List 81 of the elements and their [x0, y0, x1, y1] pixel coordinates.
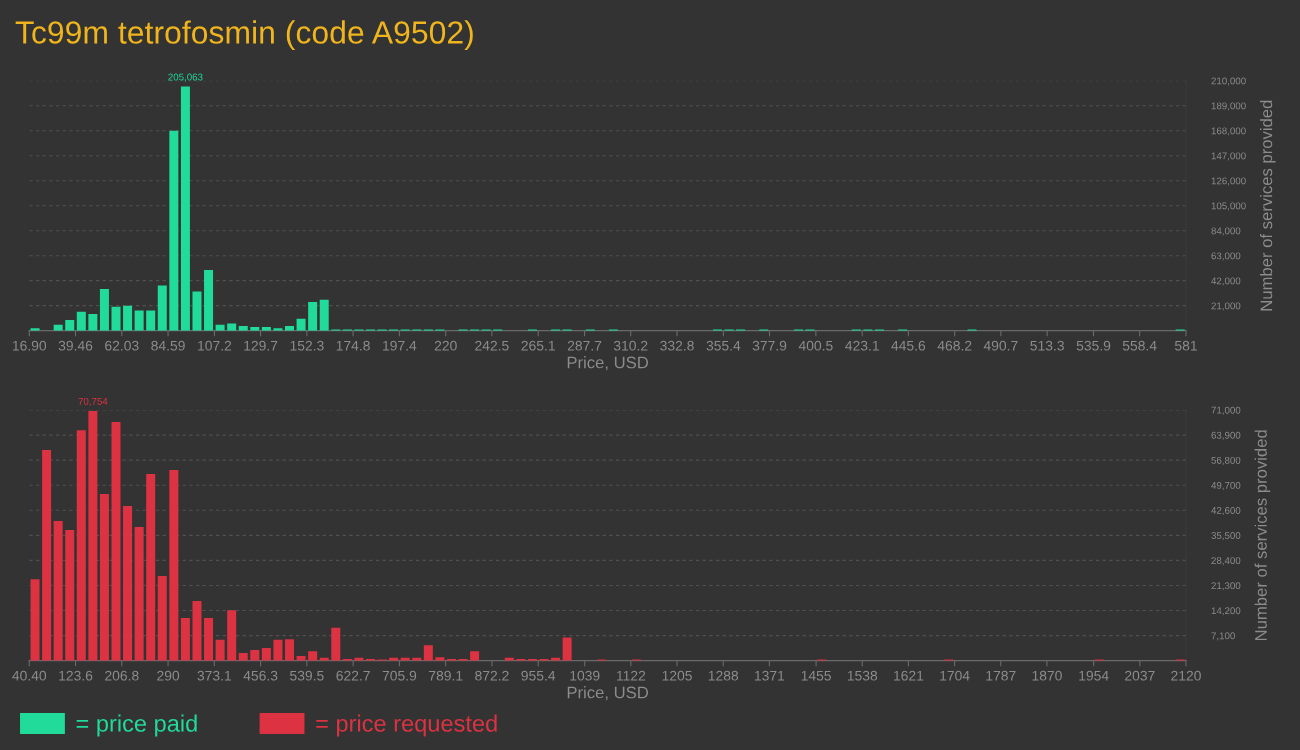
- legend-label: = price paid: [76, 714, 197, 737]
- x-tick-label: 1455: [801, 670, 831, 681]
- y-tick-label: 28,400: [1211, 557, 1241, 566]
- y-tick-label: 35,500: [1211, 532, 1241, 541]
- y-tick-label: 21,300: [1211, 582, 1241, 591]
- x-tick-label: 445.6: [891, 340, 926, 351]
- y-tick-label: 189,000: [1211, 102, 1246, 111]
- x-tick-label: 206.8: [105, 670, 139, 681]
- x-tick-label: 40.40: [12, 670, 47, 681]
- x-tick-label: 400.5: [798, 340, 833, 351]
- x-tick-label: 16.90: [12, 340, 47, 351]
- x-tick-label: 265.1: [521, 340, 555, 351]
- x-tick-label: 123.6: [59, 670, 93, 681]
- x-tick-label: 955.4: [521, 670, 556, 681]
- x-tick-label: 1787: [986, 670, 1016, 681]
- x-tick-label: 622.7: [336, 670, 370, 681]
- y-tick-label: 210,000: [1211, 77, 1246, 86]
- x-tick-label: 332.8: [660, 340, 694, 351]
- y-tick-label: 168,000: [1211, 127, 1246, 136]
- y-tick-label: 63,900: [1211, 431, 1241, 440]
- x-tick-label: 423.1: [845, 340, 879, 351]
- x-tick-label: 789.1: [429, 670, 463, 681]
- x-tick-label: 490.7: [983, 340, 1018, 351]
- x-tick-label: 62.03: [105, 340, 139, 351]
- y-tick-label: 14,200: [1211, 607, 1241, 616]
- x-tick-label: 1870: [1032, 670, 1062, 681]
- x-tick-label: 242.5: [475, 340, 509, 351]
- x-tick-label: 705.9: [382, 670, 417, 681]
- x-tick-label: 558.4: [1122, 340, 1157, 351]
- x-tick-label: 373.1: [197, 670, 232, 681]
- chart-title: Tc99m tetrofosmin (code A9502): [15, 20, 473, 51]
- x-tick-label: 107.2: [198, 340, 232, 351]
- legend-label: = price requested: [316, 714, 497, 737]
- y-tick-label: 7,100: [1211, 632, 1235, 641]
- x-tick-label: 513.3: [1030, 340, 1064, 351]
- x-tick-label: 872.2: [475, 670, 509, 681]
- y-tick-label: 84,000: [1211, 227, 1241, 236]
- x-tick-label: 377.9: [752, 340, 787, 351]
- y-tick-label: 126,000: [1211, 177, 1246, 186]
- x-tick-label: 310.2: [613, 340, 648, 351]
- x-tick-label: 152.3: [290, 340, 324, 351]
- x-tick-label: 1205: [662, 670, 692, 681]
- y-axis-title: Number of services provided: [1260, 100, 1276, 311]
- x-axis-title: Price, USD: [567, 686, 649, 701]
- x-tick-label: 220: [434, 340, 457, 351]
- x-tick-label: 287.7: [567, 340, 602, 351]
- x-tick-label: 39.46: [58, 340, 93, 351]
- y-tick-label: 49,700: [1211, 481, 1241, 490]
- y-axis-title: Number of services provided: [1254, 430, 1271, 641]
- x-tick-label: 2037: [1125, 670, 1155, 681]
- x-tick-label: 1039: [570, 670, 600, 681]
- x-tick-label: 1371: [754, 670, 785, 681]
- x-tick-label: 129.7: [244, 340, 278, 351]
- x-tick-label: 2120: [1171, 670, 1201, 681]
- x-tick-label: 1538: [847, 670, 878, 681]
- y-tick-label: 105,000: [1211, 202, 1246, 211]
- y-tick-label: 63,000: [1211, 252, 1241, 261]
- y-tick-label: 56,800: [1211, 456, 1241, 465]
- x-tick-label: 535.9: [1076, 340, 1111, 351]
- x-axis-title: Price, USD: [567, 356, 649, 371]
- x-tick-label: 197.4: [383, 340, 417, 351]
- y-tick-label: 42,600: [1211, 507, 1241, 516]
- x-tick-label: 1288: [708, 670, 739, 681]
- x-tick-label: 84.59: [151, 340, 185, 351]
- y-tick-label: 21,000: [1211, 302, 1241, 311]
- x-tick-label: 581: [1174, 340, 1197, 351]
- x-tick-label: 1122: [616, 670, 646, 681]
- y-tick-label: 147,000: [1211, 152, 1246, 161]
- data-label: 205,063: [168, 73, 203, 82]
- x-tick-label: 468.2: [937, 340, 972, 351]
- y-tick-label: 71,000: [1211, 406, 1241, 415]
- x-tick-label: 1954: [1079, 670, 1109, 681]
- x-tick-label: 290: [157, 670, 180, 681]
- data-label: 70,754: [78, 397, 108, 406]
- x-tick-label: 174.8: [336, 340, 370, 351]
- y-tick-label: 42,000: [1211, 277, 1241, 286]
- x-tick-label: 456.3: [243, 670, 278, 681]
- x-tick-label: 1621: [894, 670, 924, 681]
- x-tick-label: 355.4: [706, 340, 741, 351]
- x-tick-label: 1704: [940, 670, 970, 681]
- x-tick-label: 539.5: [290, 670, 324, 681]
